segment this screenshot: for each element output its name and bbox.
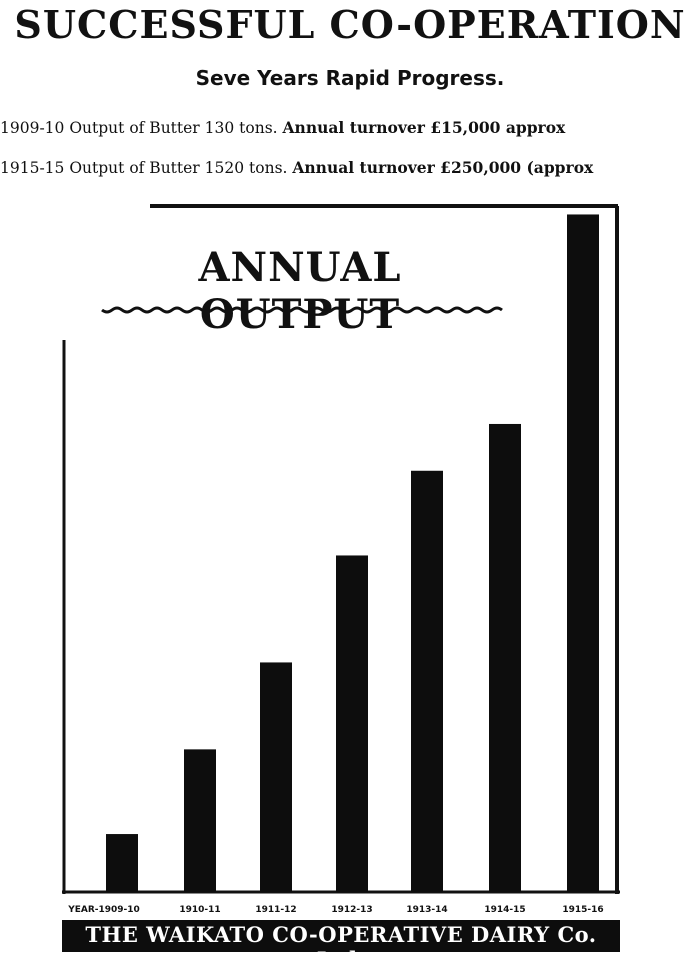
- tick-strip: [62, 894, 620, 920]
- stat-line-first-year: 1909-10 Output of Butter 130 tons. Annua…: [0, 118, 700, 137]
- chart-tick-labels: YEAR-1909-10 1910-11 1911-12 1912-13 1913-14…: [67, 905, 603, 915]
- bar-1909-10: [106, 834, 138, 892]
- subheadline: Seve Years Rapid Progress.: [195, 66, 505, 90]
- tick-label-1910-11: 1910-11: [179, 905, 220, 915]
- footer-band: [62, 920, 620, 952]
- title-underline: [101, 306, 503, 314]
- chart-canvas: YEAR-1909-10 1910-11 1911-12 1912-13 1913-14…: [62, 204, 620, 920]
- tick-label-1914-15: 1914-15: [484, 905, 525, 915]
- headline: SUCCESSFUL CO-OPERATION: [14, 2, 686, 47]
- bar-1912-13: [336, 555, 368, 892]
- tick-label-1911-12: 1911-12: [255, 905, 296, 915]
- bar-1915-16: [567, 214, 599, 892]
- footer-company-name: THE WAIKATO CO-OPERATIVE DAIRY Co. Ltd.: [85, 922, 597, 972]
- tick-label-1909-10: YEAR-1909-10: [67, 905, 140, 915]
- tick-label-1912-13: 1912-13: [331, 905, 372, 915]
- turnover-text: Annual turnover £15,000 approx: [282, 118, 566, 137]
- chart-frame: [62, 204, 620, 920]
- turnover-text: Annual turnover £250,000 (approx: [292, 158, 594, 177]
- bar-1910-11: [184, 749, 216, 892]
- tick-label-1913-14: 1913-14: [406, 905, 447, 915]
- annual-output-chart: YEAR-1909-10 1910-11 1911-12 1912-13 1913-14…: [62, 198, 620, 972]
- output-text: 1915-15 Output of Butter 1520 tons.: [0, 159, 288, 177]
- stat-line-last-year: 1915-15 Output of Butter 1520 tons. Annu…: [0, 158, 700, 177]
- chart-title: ANNUAL OUTPUT: [198, 244, 402, 338]
- bar-1913-14: [411, 470, 443, 892]
- bar-1914-15: [489, 423, 521, 892]
- output-text: 1909-10 Output of Butter 130 tons.: [0, 119, 278, 137]
- bar-1911-12: [260, 662, 292, 892]
- tick-label-1915-16: 1915-16: [562, 905, 603, 915]
- chart-bars: [106, 214, 599, 892]
